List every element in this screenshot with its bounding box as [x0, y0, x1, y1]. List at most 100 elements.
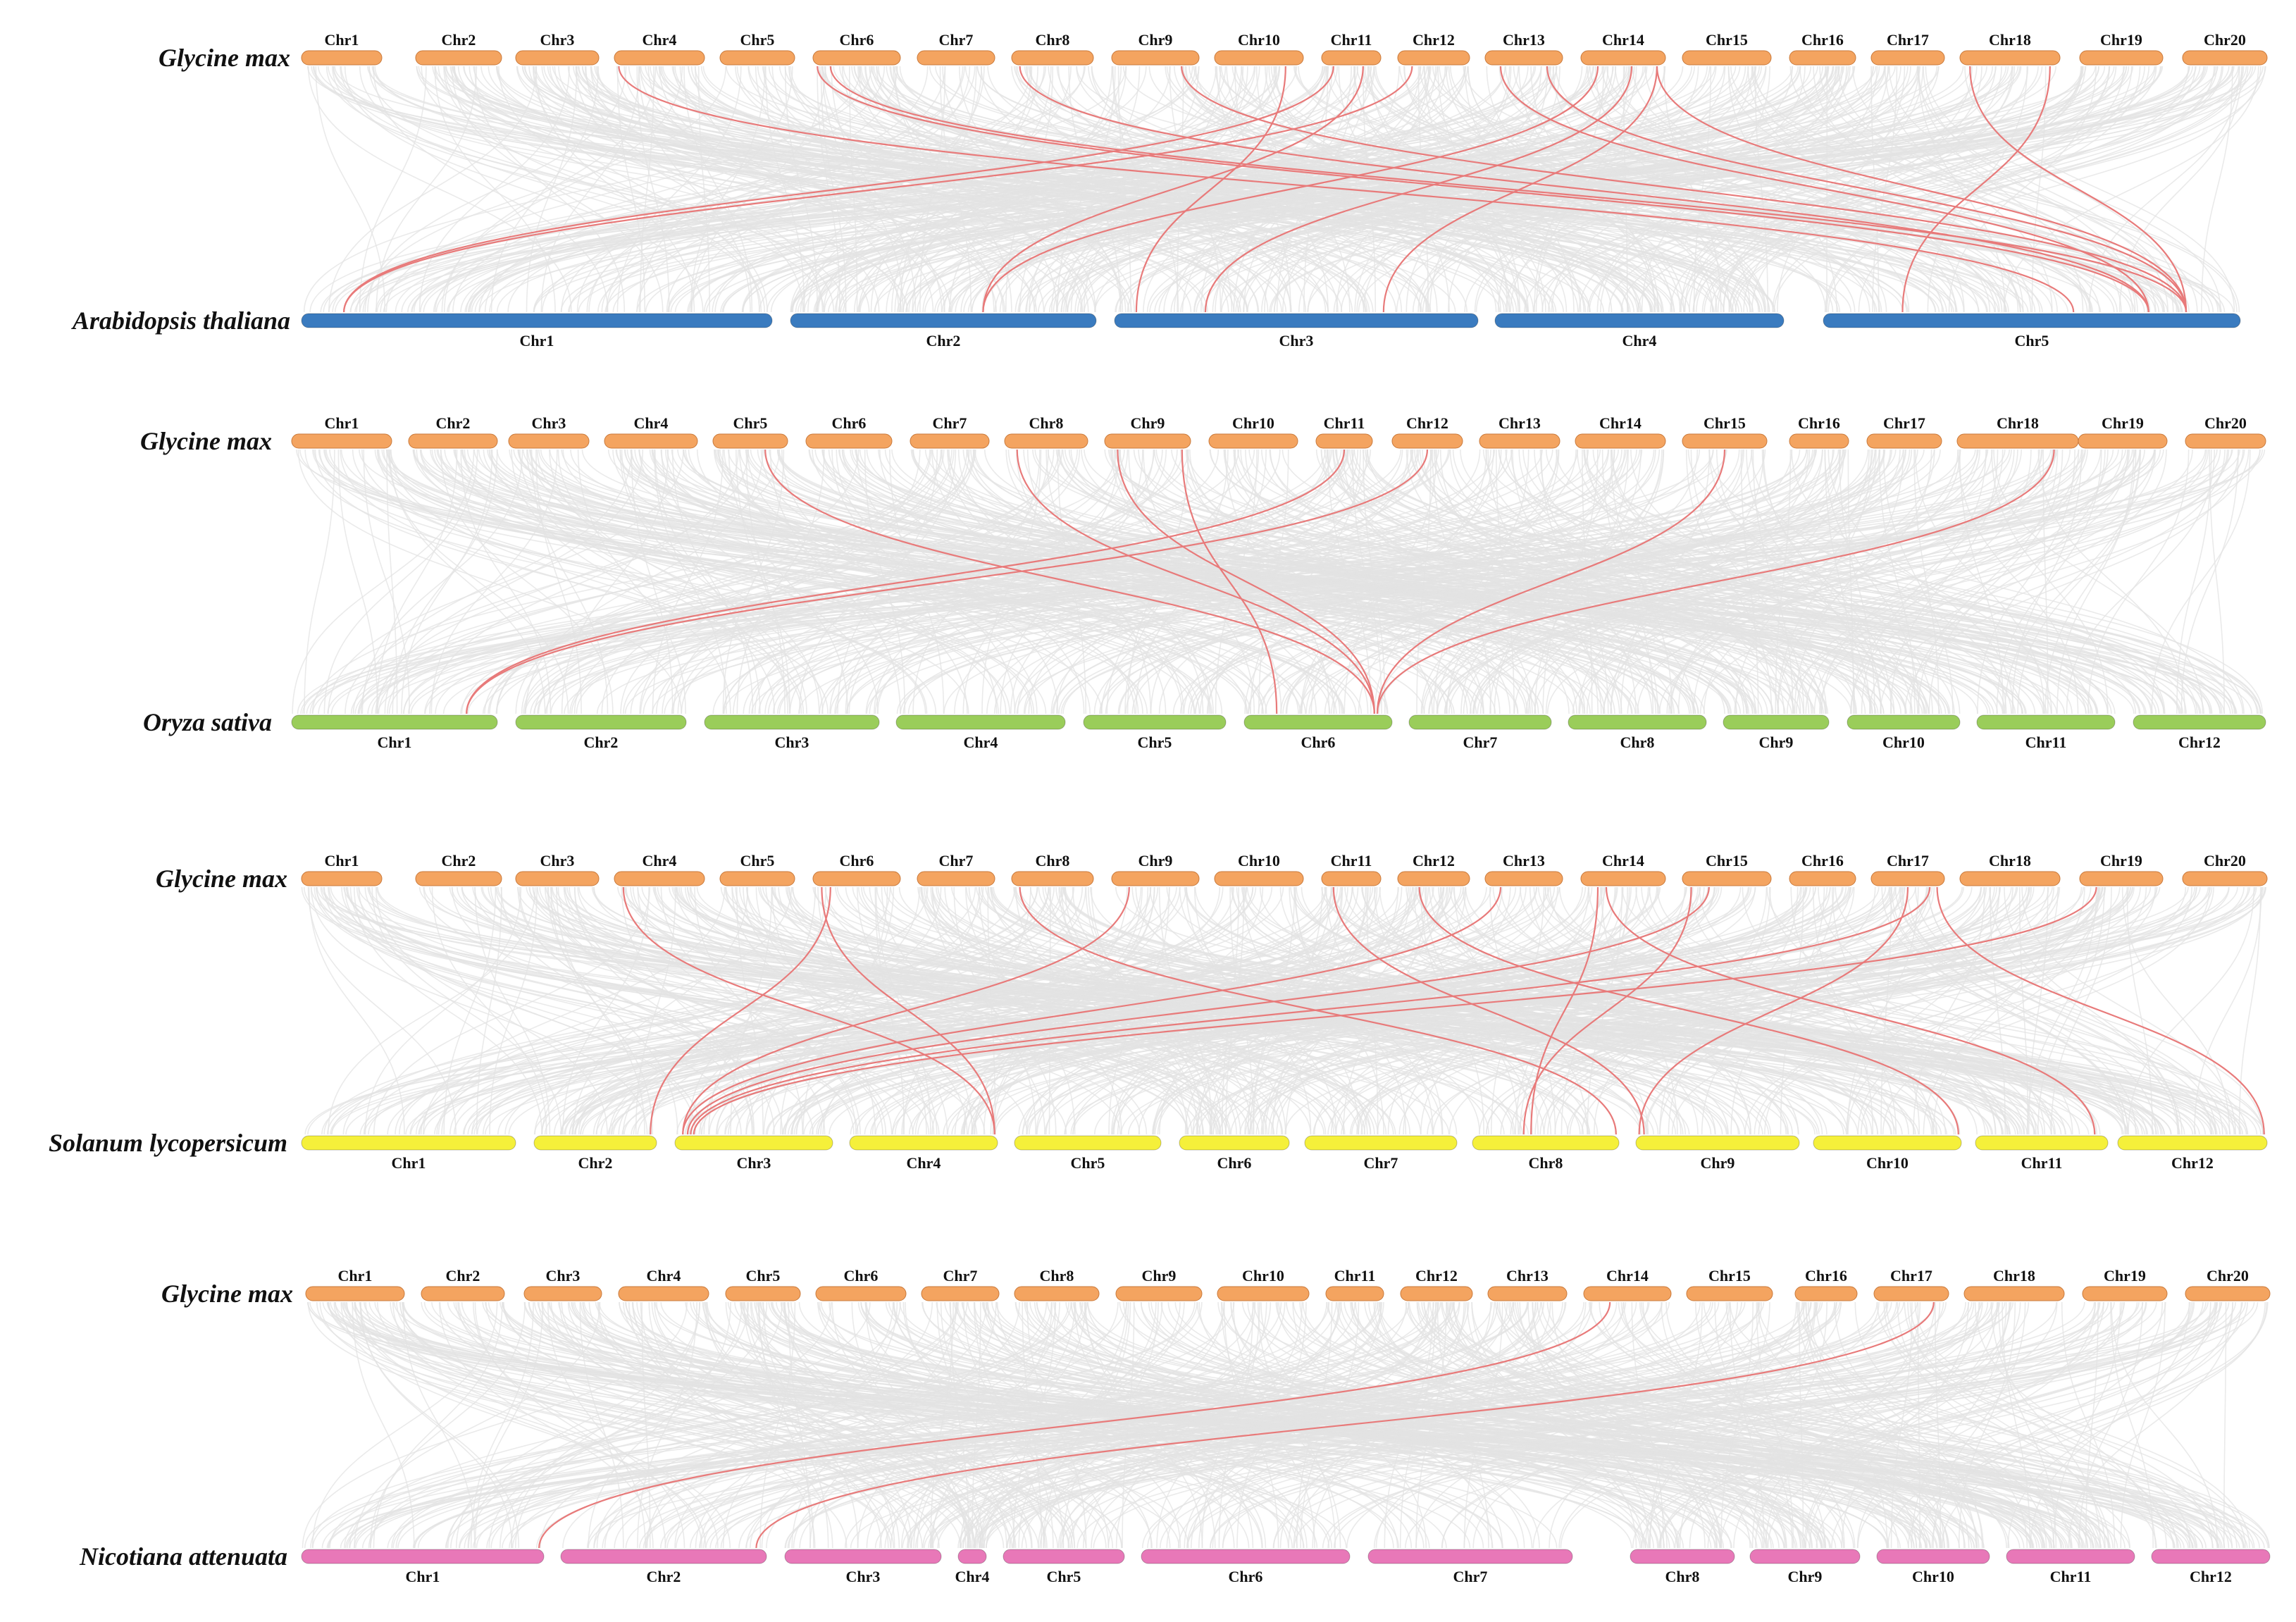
target-chromosome [1115, 314, 1478, 328]
target-chromosome [1723, 715, 1829, 729]
glycine-chromosome-label: Chr6 [844, 1267, 879, 1284]
synteny-panel: Chr1 Chr2 Chr3 Chr4 Chr5 Chr6 Chr7 Chr8 Chr9 Chr1… [79, 1267, 2270, 1585]
target-chromosome-label: Chr6 [1217, 1154, 1252, 1172]
glycine-chromosome [604, 434, 697, 448]
glycine-chromosome [2080, 51, 2163, 65]
target-chromosome [2133, 715, 2266, 729]
glycine-chromosome [1584, 1287, 1671, 1301]
target-chromosome [1568, 715, 1706, 729]
glycine-chromosome-label: Chr1 [325, 852, 359, 869]
target-chromosome-label: Chr5 [1138, 733, 1172, 751]
glycine-chromosome-label: Chr13 [1506, 1267, 1549, 1284]
target-chromosome [534, 1136, 657, 1150]
glycine-chromosome-label: Chr8 [1036, 31, 1070, 49]
glycine-chromosome-label: Chr15 [1708, 1267, 1751, 1284]
glycine-chromosome [917, 872, 995, 886]
reference-species-label: Glycine max [156, 865, 287, 893]
target-chromosome [1179, 1136, 1289, 1150]
glycine-chromosome [1581, 51, 1665, 65]
glycine-chromosome [1874, 1287, 1949, 1301]
target-chromosome [2152, 1549, 2270, 1564]
glycine-chromosome [1871, 51, 1944, 65]
glycine-chromosome [1209, 434, 1298, 448]
glycine-chromosome-label: Chr3 [540, 852, 575, 869]
target-chromosome-label: Chr1 [520, 332, 554, 349]
glycine-chromosome-label: Chr2 [442, 852, 476, 869]
glycine-chromosome-label: Chr12 [1415, 1267, 1458, 1284]
glycine-chromosome-label: Chr17 [1887, 31, 1929, 49]
glycine-chromosome [713, 434, 788, 448]
target-chromosome-label: Chr12 [2171, 1154, 2214, 1172]
target-chromosome-label: Chr11 [2025, 733, 2067, 751]
panels: Chr1 Chr2 Chr3 Chr4 Chr5 Chr6 Chr7 Chr8 Chr9 Chr1… [49, 31, 2270, 1585]
target-chromosome [561, 1549, 767, 1564]
target-chromosome [705, 715, 879, 729]
target-chromosome [516, 715, 686, 729]
glycine-chromosome-label: Chr5 [733, 414, 768, 432]
target-chromosome-label: Chr6 [1229, 1568, 1263, 1585]
target-chromosome-label: Chr8 [1529, 1154, 1563, 1172]
glycine-chromosome-label: Chr6 [840, 31, 874, 49]
glycine-chromosome [302, 872, 382, 886]
target-chromosome-label: Chr9 [1788, 1568, 1823, 1585]
glycine-chromosome-label: Chr2 [446, 1267, 480, 1284]
target-chromosome [1141, 1549, 1350, 1564]
glycine-chromosome [2080, 872, 2163, 886]
glycine-chromosome [806, 434, 892, 448]
glycine-chromosome-label: Chr13 [1503, 31, 1545, 49]
target-chromosome [1305, 1136, 1457, 1150]
target-chromosome-label: Chr10 [1882, 733, 1925, 751]
glycine-chromosome [1581, 872, 1665, 886]
glycine-chromosome [1960, 872, 2060, 886]
target-chromosome [1750, 1549, 1860, 1564]
target-chromosome-label: Chr1 [392, 1154, 426, 1172]
glycine-chromosome [726, 1287, 800, 1301]
target-chromosome [958, 1549, 986, 1564]
glycine-chromosome [1485, 51, 1563, 65]
target-chromosome-label: Chr7 [1453, 1568, 1488, 1585]
glycine-chromosome-label: Chr9 [1138, 852, 1173, 869]
target-chromosome [2006, 1549, 2135, 1564]
glycine-chromosome [720, 51, 795, 65]
background-link-group [303, 1302, 2269, 1548]
target-chromosome-label: Chr3 [846, 1568, 881, 1585]
glycine-chromosome [409, 434, 497, 448]
target-chromosome-label: Chr12 [2178, 733, 2221, 751]
glycine-chromosome [921, 1287, 999, 1301]
glycine-chromosome-label: Chr7 [933, 414, 967, 432]
glycine-chromosome-label: Chr5 [746, 1267, 781, 1284]
glycine-chromosome-label: Chr4 [634, 414, 669, 432]
glycine-chromosome-label: Chr10 [1242, 1267, 1284, 1284]
glycine-chromosome [1322, 872, 1381, 886]
glycine-chromosome [509, 434, 589, 448]
glycine-chromosome [2185, 434, 2266, 448]
target-chromosome-label: Chr7 [1463, 733, 1498, 751]
glycine-chromosome-label: Chr18 [1989, 852, 2031, 869]
glycine-chromosome [1326, 1287, 1384, 1301]
glycine-chromosome [1575, 434, 1665, 448]
glycine-chromosome-label: Chr3 [540, 31, 575, 49]
glycine-chromosome [1871, 872, 1944, 886]
glycine-chromosome [292, 434, 392, 448]
target-species-label: Oryza sativa [143, 708, 272, 736]
target-chromosome-label: Chr4 [955, 1568, 990, 1585]
glycine-chromosome-label: Chr20 [2204, 31, 2246, 49]
glycine-chromosome-label: Chr3 [546, 1267, 581, 1284]
glycine-chromosome-label: Chr20 [2204, 852, 2246, 869]
target-species-label: Arabidopsis thaliana [71, 307, 290, 335]
glycine-chromosome-label: Chr2 [436, 414, 471, 432]
glycine-chromosome [1012, 872, 1093, 886]
target-chromosome-label: Chr11 [2021, 1154, 2063, 1172]
glycine-chromosome-label: Chr8 [1036, 852, 1070, 869]
target-chromosome-label: Chr10 [1912, 1568, 1954, 1585]
glycine-chromosome [1014, 1287, 1099, 1301]
glycine-chromosome-label: Chr18 [1989, 31, 2031, 49]
glycine-chromosome [516, 51, 599, 65]
background-link [1715, 66, 2110, 312]
glycine-chromosome-label: Chr14 [1606, 1267, 1649, 1284]
target-chromosome-label: Chr9 [1759, 733, 1794, 751]
glycine-chromosome-label: Chr11 [1331, 31, 1372, 49]
background-link [568, 66, 1365, 312]
target-chromosome-label: Chr4 [907, 1154, 941, 1172]
